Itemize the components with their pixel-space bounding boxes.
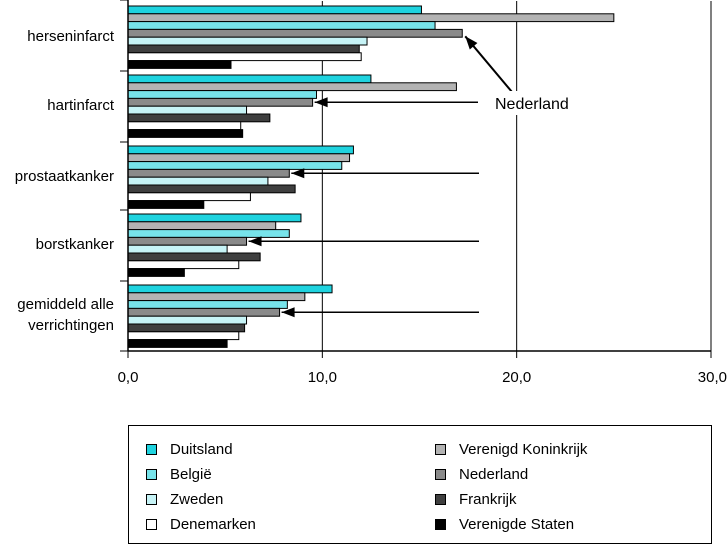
bar-nederland-borstkanker [127,236,248,246]
bar-verenigde-staten-hartinfarct [127,129,244,138]
bar-zweden-hartinfarct [127,105,248,115]
bar-zweden-prostaatkanker [127,176,269,186]
legend-swatch [146,468,157,480]
category-label-gemiddeld-alle-verrichtingen: gemiddeld alle verrichtingen [17,296,114,334]
bar-frankrijk-borstkanker [127,252,261,262]
legend-label: Zweden [170,490,224,508]
bar-nederland-gemiddeld-alle-verrichtingen [127,307,281,317]
category-label-line: gemiddeld alle [17,296,114,313]
annotation-label-background [490,91,582,115]
legend-label: Duitsland [170,440,233,458]
legend-item-denemarken: Denemarken [146,514,256,534]
legend-swatch [146,518,157,530]
bar-frankrijk-gemiddeld-alle-verrichtingen [127,323,246,333]
bar-verenigde-staten-borstkanker [127,268,185,277]
bar-belgie-hartinfarct [127,90,318,99]
legend-swatch [435,493,446,505]
bar-duitsland-hartinfarct [127,74,372,84]
bar-denemarken-gemiddeld-alle-verrichtingen [127,331,240,341]
x-tick-label: 20,0 [502,369,531,386]
bar-frankrijk-prostaatkanker [127,184,296,194]
legend-swatch [435,518,446,530]
legend-label: Frankrijk [459,490,517,508]
bar-verenigd-koninkrijk-herseninfarct [127,13,615,23]
legend-item-zweden: Zweden [146,489,223,509]
annotation-arrowhead [281,307,295,318]
bar-zweden-gemiddeld-alle-verrichtingen [127,315,248,325]
bar-duitsland-prostaatkanker [127,145,354,155]
bar-verenigde-staten-herseninfarct [127,60,232,69]
bar-zweden-herseninfarct [127,36,368,46]
legend-label: Verenigde Staten [459,515,575,533]
legend-swatch [435,468,446,480]
chart-area: 0,0 10,0 20,0 30,0 herseninfarct hartinfarct p… [15,0,727,386]
bar-denemarken-prostaatkanker [127,192,251,202]
bar-verenigd-koninkrijk-gemiddeld-alle-verrichtingen [127,292,306,302]
annotation-arrowhead [248,236,262,247]
annotation-arrowhead [314,97,328,108]
legend-swatch [435,443,446,455]
category-label-herseninfarct: herseninfarct [27,28,115,45]
category-label-line: verrichtingen [28,317,114,334]
legend-label: Verenigd Koninkrijk [459,440,588,458]
annotation-arrowhead [291,168,305,179]
legend-swatch [146,443,157,455]
bar-verenigd-koninkrijk-prostaatkanker [127,153,351,163]
x-tick-label: 10,0 [308,369,337,386]
bar-verenigd-koninkrijk-borstkanker [127,221,277,231]
legend-item-duitsland: Duitsland [146,439,233,459]
bar-belgie-prostaatkanker [127,161,343,170]
bar-chart: 0,0 10,0 20,0 30,0 herseninfarct hartinfarct p… [15,0,727,386]
bar-denemarken-hartinfarct [127,121,242,131]
bar-belgie-gemiddeld-alle-verrichtingen [127,300,288,309]
legend-item-nederland: Nederland [435,464,528,484]
bar-verenigde-staten-prostaatkanker [127,200,205,209]
bar-frankrijk-herseninfarct [127,44,360,54]
legend-item-verenigde-staten: Verenigde Staten [435,514,574,534]
x-tick-label: 0,0 [118,369,139,386]
legend-item-belgie: België [146,464,212,484]
legend-label: België [170,465,212,483]
x-tick-label: 30,0 [698,369,727,386]
annotation-label: Nederland [495,96,569,113]
bar-verenigde-staten-gemiddeld-alle-verrichtingen [127,339,228,348]
annotation-arrowhead [465,36,478,50]
bar-duitsland-borstkanker [127,213,302,223]
bar-nederland-hartinfarct [127,97,314,107]
legend-item-verenigd-koninkrijk: Verenigd Koninkrijk [435,439,587,459]
bar-denemarken-herseninfarct [127,52,362,62]
bar-duitsland-herseninfarct [127,5,422,15]
category-label-prostaatkanker: prostaatkanker [15,168,114,185]
bar-zweden-borstkanker [127,244,228,254]
bar-denemarken-borstkanker [127,260,240,270]
legend-label: Denemarken [170,515,256,533]
bar-nederland-prostaatkanker [127,168,290,178]
bar-belgie-herseninfarct [127,21,436,30]
bar-verenigd-koninkrijk-hartinfarct [127,82,457,92]
bar-frankrijk-hartinfarct [127,113,271,123]
legend-swatch [146,493,157,505]
legend-label: Nederland [459,465,529,483]
legend: Duitsland België Zweden Denemarken Verenigd … [128,425,712,544]
category-label-hartinfarct: hartinfarct [47,97,115,114]
bar-belgie-borstkanker [127,229,290,238]
bar-nederland-herseninfarct [127,28,463,38]
legend-item-frankrijk: Frankrijk [435,489,517,509]
bar-duitsland-gemiddeld-alle-verrichtingen [127,284,333,294]
category-label-borstkanker: borstkanker [36,236,114,253]
